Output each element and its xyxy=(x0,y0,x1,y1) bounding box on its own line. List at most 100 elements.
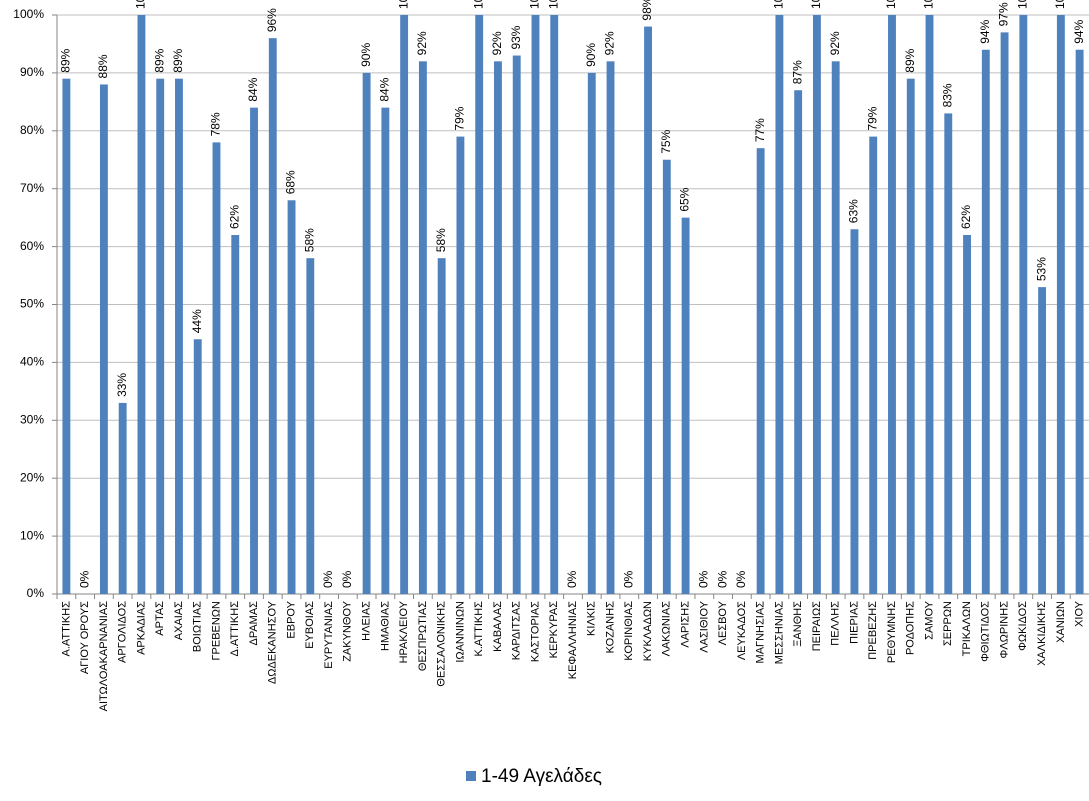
y-tick-label: 20% xyxy=(20,470,44,484)
x-tick-label: ΑΧΑΙΑΣ xyxy=(173,601,185,640)
data-label: 0% xyxy=(565,570,579,588)
data-label: 65% xyxy=(678,187,692,211)
x-tick-label: ΧΙΟΥ xyxy=(1074,600,1086,627)
bar xyxy=(268,38,277,595)
data-label: 100% xyxy=(922,0,936,9)
x-tick-label: ΗΛΕΙΑΣ xyxy=(361,601,373,641)
x-tick-label: ΜΕΣΣΗΝΙΑΣ xyxy=(773,601,785,664)
data-label: 63% xyxy=(847,199,861,223)
bar xyxy=(1056,15,1065,594)
data-label: 78% xyxy=(209,112,223,136)
y-tick-label: 80% xyxy=(20,123,44,137)
data-label: 62% xyxy=(959,205,973,229)
bar xyxy=(944,113,953,595)
data-label: 100% xyxy=(471,0,485,9)
x-tick-label: ΓΡΕΒΕΝΩΝ xyxy=(210,601,222,661)
data-label: 92% xyxy=(603,31,617,55)
bar xyxy=(681,217,690,594)
x-tick-label: Κ.ΑΤΤΙΚΗΣ xyxy=(473,601,485,657)
bar xyxy=(381,107,390,594)
bar xyxy=(212,142,221,594)
bar xyxy=(1075,49,1084,595)
data-label: 89% xyxy=(59,48,73,72)
data-label: 89% xyxy=(171,48,185,72)
bar xyxy=(925,15,934,594)
x-tick-label: ΚΑΣΤΟΡΙΑΣ xyxy=(529,601,541,662)
data-label: 89% xyxy=(903,48,917,72)
bar xyxy=(475,15,484,594)
x-tick-label: ΑΡΚΑΔΙΑΣ xyxy=(135,601,147,655)
data-label: 100% xyxy=(134,0,148,9)
x-tick-label: ΔΡΑΜΑΣ xyxy=(248,601,260,646)
x-tick-label: ΚΕΦΑΛΛΗΝΙΑΣ xyxy=(567,601,579,679)
data-label: 100% xyxy=(396,0,410,9)
bar xyxy=(981,49,990,595)
x-tick-label: ΧΑΛΚΙΔΙΚΗΣ xyxy=(1036,601,1048,666)
x-tick-label: ΣΕΡΡΩΝ xyxy=(942,601,954,646)
x-tick-label: ΛΑΣΙΘΙΟΥ xyxy=(698,600,710,652)
data-label: 44% xyxy=(190,309,204,333)
bar xyxy=(794,90,803,595)
data-label: 53% xyxy=(1034,257,1048,281)
data-label: 84% xyxy=(378,77,392,101)
bar xyxy=(812,15,821,594)
bar xyxy=(494,61,502,594)
data-label: 88% xyxy=(96,54,110,78)
data-label: 89% xyxy=(152,48,166,72)
x-tick-label: ΕΥΡΥΤΑΝΙΑΣ xyxy=(323,601,335,669)
data-label: 96% xyxy=(265,8,279,32)
data-label: 92% xyxy=(828,31,842,55)
bar xyxy=(99,84,108,594)
x-tick-label: ΚΑΡΔΙΤΣΑΣ xyxy=(511,601,523,660)
x-tick-label: ΡΟΔΟΠΗΣ xyxy=(905,601,917,655)
y-tick-label: 70% xyxy=(20,181,44,195)
bar xyxy=(512,55,521,594)
data-label: 94% xyxy=(978,19,992,43)
bar xyxy=(531,15,540,594)
x-tick-label: ΔΩΔΕΚΑΝΗΣΟΥ xyxy=(267,600,279,684)
x-tick-label: ΘΕΣΠΡΩΤΙΑΣ xyxy=(417,601,429,671)
y-tick-label: 10% xyxy=(20,528,44,542)
data-label: 0% xyxy=(621,570,635,588)
x-tick-label: ΕΒΡΟΥ xyxy=(285,600,297,638)
y-tick-label: 0% xyxy=(27,586,45,600)
x-tick-label: ΣΑΜΟΥ xyxy=(923,600,935,640)
x-tick-label: ΗΡΑΚΛΕΙΟΥ xyxy=(398,600,410,663)
data-label: 62% xyxy=(227,205,241,229)
bar xyxy=(831,61,840,594)
data-label: 92% xyxy=(415,31,429,55)
x-tick-label: ΘΕΣΣΑΛΟΝΙΚΗΣ xyxy=(436,601,448,687)
data-label: 58% xyxy=(434,228,448,252)
legend-label: 1-49 Αγελάδες xyxy=(481,766,602,787)
bar xyxy=(418,61,427,594)
bar xyxy=(156,78,165,594)
y-tick-label: 60% xyxy=(20,239,44,253)
y-tick-label: 40% xyxy=(20,355,44,369)
y-tick-label: 30% xyxy=(20,412,44,426)
data-label: 100% xyxy=(772,0,786,9)
x-tick-label: ΑΙΤΩΛΟΑΚΑΡΝΑΝΙΑΣ xyxy=(98,601,110,712)
x-tick-label: Δ.ΑΤΤΙΚΗΣ xyxy=(229,601,241,657)
bar xyxy=(775,15,784,594)
bar xyxy=(906,78,915,594)
bar xyxy=(137,15,146,594)
bar xyxy=(118,402,127,594)
bar xyxy=(287,200,296,594)
x-tick-label: ΑΓΙΟΥ ΟΡΟΥΣ xyxy=(79,601,91,674)
bar xyxy=(1000,32,1009,595)
data-label: 94% xyxy=(1072,19,1086,43)
x-tick-label: ΚΙΛΚΙΣ xyxy=(586,601,598,636)
bar xyxy=(1019,15,1028,594)
legend-swatch xyxy=(466,771,476,781)
bar xyxy=(62,78,71,594)
x-tick-label: ΑΡΓΟΛΙΔΟΣ xyxy=(117,601,129,663)
x-tick-label: ΡΕΘΥΜΝΗΣ xyxy=(886,601,898,663)
data-label: 93% xyxy=(509,25,523,49)
data-label: 58% xyxy=(302,228,316,252)
x-tick-label: ΕΥΒΟΙΑΣ xyxy=(304,601,316,649)
x-tick-label: ΞΑΝΘΗΣ xyxy=(792,601,804,647)
bar xyxy=(193,339,202,594)
bar xyxy=(437,258,446,594)
x-tick-label: ΚΕΡΚΥΡΑΣ xyxy=(548,601,560,659)
